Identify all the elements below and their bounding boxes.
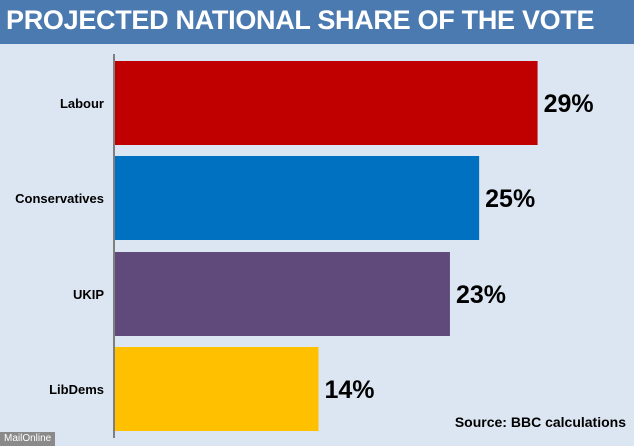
value-label-conservatives: 25% [485, 185, 535, 213]
value-label-ukip: 23% [456, 281, 506, 309]
title-bar: PROJECTED NATIONAL SHARE OF THE VOTE [0, 0, 634, 44]
value-label-libdems: 14% [324, 376, 374, 404]
value-label-labour: 29% [544, 90, 594, 118]
bar-labour [114, 61, 538, 145]
source-note: Source: BBC calculations [454, 414, 626, 430]
bar-conservatives [114, 156, 480, 240]
bar-libdems [114, 347, 319, 431]
category-label-ukip: UKIP [73, 287, 104, 302]
y-axis-line [113, 54, 115, 438]
category-label-labour: Labour [60, 96, 104, 111]
category-label-conservatives: Conservatives [15, 191, 104, 206]
chart-title: PROJECTED NATIONAL SHARE OF THE VOTE [6, 5, 595, 35]
category-label-libdems: LibDems [49, 382, 104, 397]
watermark: MailOnline [0, 432, 56, 446]
bar-ukip [114, 252, 450, 336]
